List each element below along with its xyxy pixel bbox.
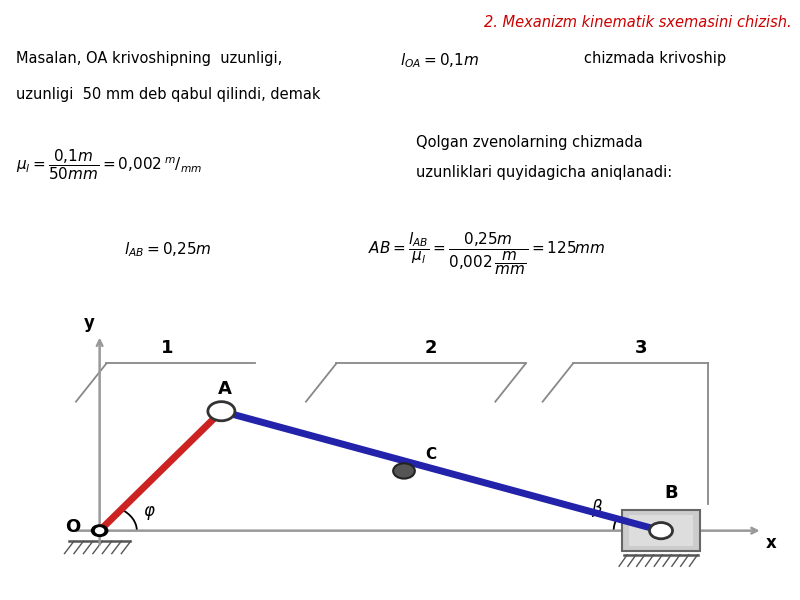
Text: 1: 1 (161, 339, 174, 357)
Bar (622, 511, 700, 551)
Text: A: A (218, 380, 232, 398)
Text: C: C (426, 448, 437, 463)
Text: y: y (84, 314, 95, 332)
Circle shape (91, 525, 108, 536)
Circle shape (95, 528, 104, 533)
Text: $AB = \dfrac{l_{AB}}{\mu_l} = \dfrac{0{,}25m}{0{,}002\,\dfrac{m}{mm}} = 125mm$: $AB = \dfrac{l_{AB}}{\mu_l} = \dfrac{0{,… (368, 231, 606, 277)
Text: uzunliklari quyidagicha aniqlanadi:: uzunliklari quyidagicha aniqlanadi: (416, 165, 672, 180)
Text: $l_{AB} = 0{,}25m$: $l_{AB} = 0{,}25m$ (124, 240, 211, 259)
Text: 3: 3 (634, 339, 647, 357)
Circle shape (393, 463, 415, 479)
Circle shape (650, 523, 673, 539)
Circle shape (208, 401, 235, 421)
Text: 2. Mexanizm kinematik sxemasini chizish.: 2. Mexanizm kinematik sxemasini chizish. (484, 15, 792, 30)
Text: Masalan, OA krivoshipning  uzunligi,: Masalan, OA krivoshipning uzunligi, (16, 51, 282, 66)
Text: $\mu_l = \dfrac{0{,}1m}{50mm} = 0{,}002\,^{m}/_{mm}$: $\mu_l = \dfrac{0{,}1m}{50mm} = 0{,}002\… (16, 147, 202, 182)
Text: Qolgan zvenolarning chizmada: Qolgan zvenolarning chizmada (416, 135, 642, 150)
Text: uzunligi  50 mm deb qabul qilindi, demak: uzunligi 50 mm deb qabul qilindi, demak (16, 87, 321, 102)
Text: 2: 2 (425, 339, 438, 357)
Text: $l_{OA} = 0{,}1m$: $l_{OA} = 0{,}1m$ (400, 51, 479, 70)
Text: chizmada krivoship: chizmada krivoship (584, 51, 726, 66)
Text: β: β (591, 499, 602, 517)
Text: x: x (766, 535, 777, 553)
Text: O: O (66, 518, 81, 536)
Text: φ: φ (143, 502, 154, 520)
Bar (629, 515, 693, 546)
Text: B: B (664, 484, 678, 502)
